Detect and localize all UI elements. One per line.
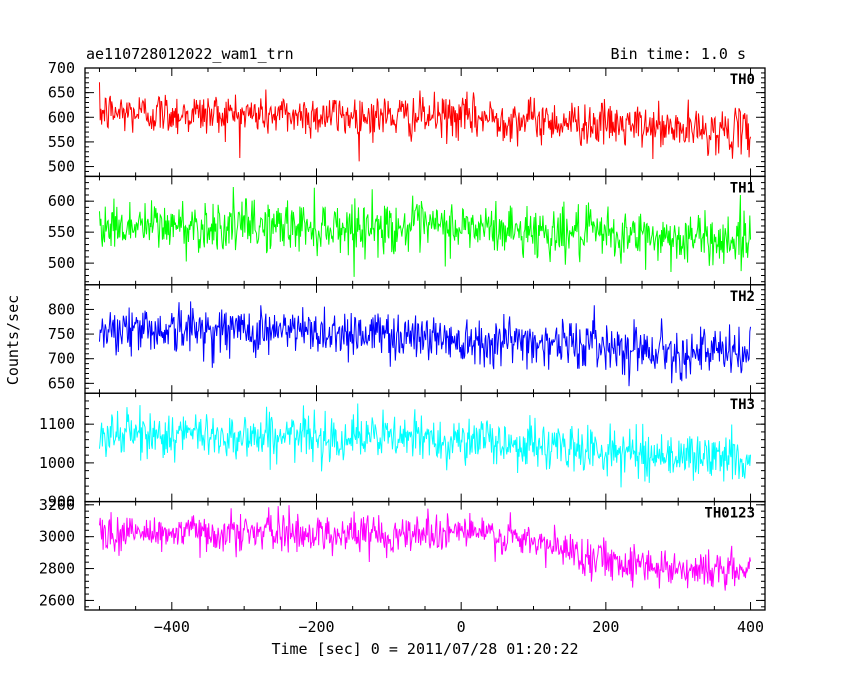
y-tick-label-th1: 550	[48, 223, 75, 241]
x-tick-label: 0	[457, 618, 466, 636]
y-tick-label-th2: 750	[48, 325, 75, 343]
x-tick-label: −200	[298, 618, 334, 636]
y-tick-label-th0123: 3200	[39, 496, 75, 514]
series-line-th0	[98, 82, 752, 162]
y-tick-label-th0123: 2600	[39, 591, 75, 609]
x-tick-label: 400	[737, 618, 764, 636]
x-tick-label: −400	[154, 618, 190, 636]
y-tick-label-th0123: 2800	[39, 560, 75, 578]
panel-label-th0: TH0	[730, 72, 755, 88]
y-axis-label: Counts/sec	[4, 295, 22, 385]
panel-th1: 500 550 600 TH1	[48, 175, 766, 286]
panel-label-th3: TH3	[730, 397, 755, 413]
y-tick-label-th3: 900	[48, 493, 75, 511]
x-axis-label: Time [sec] 0 = 2011/07/28 01:20:22	[271, 640, 578, 658]
panel-th3: 900 1000 1100 TH3	[39, 392, 766, 511]
y-tick-label-th0: 550	[48, 133, 75, 151]
y-tick-label-th0: 700	[48, 59, 75, 77]
y-tick-label-th2: 650	[48, 374, 75, 392]
series-line-th1	[98, 187, 752, 277]
y-tick-label-th3: 1100	[39, 415, 75, 433]
y-tick-label-th0: 600	[48, 108, 75, 126]
bin-time-label: Bin time: 1.0 s	[611, 45, 746, 63]
panel-label-th1: TH1	[730, 180, 755, 196]
panel-label-th0123: TH0123	[704, 506, 755, 522]
x-tick-label: 200	[592, 618, 619, 636]
y-tick-label-th0123: 3000	[39, 528, 75, 546]
chart-title: ae110728012022_wam1_trn	[86, 45, 294, 63]
series-line-th2	[98, 301, 752, 387]
y-tick-label-th1: 500	[48, 254, 75, 272]
panel-th2: 650 700 750 800 TH2	[48, 284, 766, 394]
y-tick-label-th1: 600	[48, 192, 75, 210]
panel-th0123: 2600 2800 3000 3200 TH0123	[39, 496, 766, 611]
series-line-th3	[98, 403, 752, 488]
y-tick-label-th2: 800	[48, 300, 75, 318]
x-axis: −400 −200 0 200 400	[154, 618, 764, 636]
y-tick-label-th2: 700	[48, 350, 75, 368]
y-tick-label-th0: 650	[48, 84, 75, 102]
panel-th0: 500 550 600 650 700 TH0	[48, 59, 766, 178]
panel-frame-th0123	[84, 500, 766, 611]
panel-label-th2: TH2	[730, 289, 755, 305]
panels: 500 550 600 650 700 TH0 500 550 600 TH1 650 700 750 8…	[39, 59, 766, 611]
panel-frame-th3	[84, 392, 766, 503]
y-tick-label-th3: 1000	[39, 454, 75, 472]
y-tick-label-th0: 500	[48, 158, 75, 176]
series-line-th0123	[98, 505, 752, 591]
